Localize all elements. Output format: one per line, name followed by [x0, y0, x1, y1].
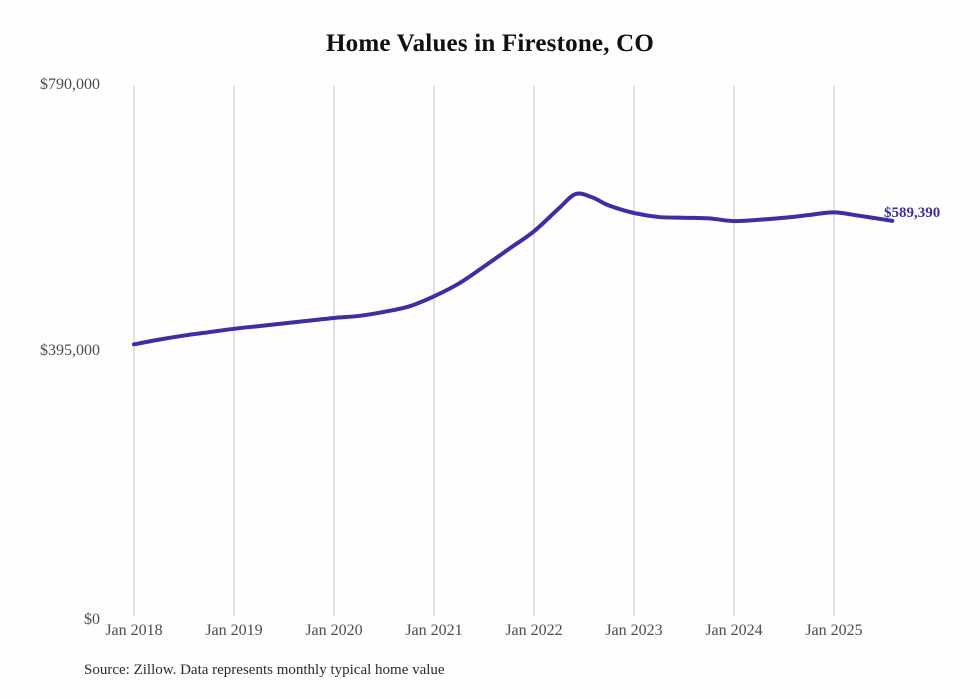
y-tick-label-zero: $0 — [84, 611, 100, 628]
gridlines — [133, 86, 835, 616]
x-tick-label-jan-2025: Jan 2025 — [805, 622, 863, 639]
x-tick-label-jan-2022: Jan 2022 — [505, 622, 563, 639]
x-tick-label-jan-2023: Jan 2023 — [605, 622, 663, 639]
x-tick-label-jan-2018: Jan 2018 — [105, 622, 163, 639]
x-tick-label-jan-2021: Jan 2021 — [405, 622, 463, 639]
x-tick-label-jan-2024: Jan 2024 — [705, 622, 763, 639]
home-value-line — [132, 191, 895, 347]
x-tick-label-jan-2020: Jan 2020 — [305, 622, 363, 639]
y-tick-label-top: $790,000 — [40, 76, 100, 93]
end-value-label: $589,390 — [884, 205, 941, 221]
source-note: Source: Zillow. Data represents monthly … — [84, 662, 445, 678]
y-tick-label-mid: $395,000 — [40, 342, 100, 359]
x-tick-label-jan-2019: Jan 2019 — [205, 622, 263, 639]
page-title: Home Values in Firestone, CO — [325, 30, 655, 57]
